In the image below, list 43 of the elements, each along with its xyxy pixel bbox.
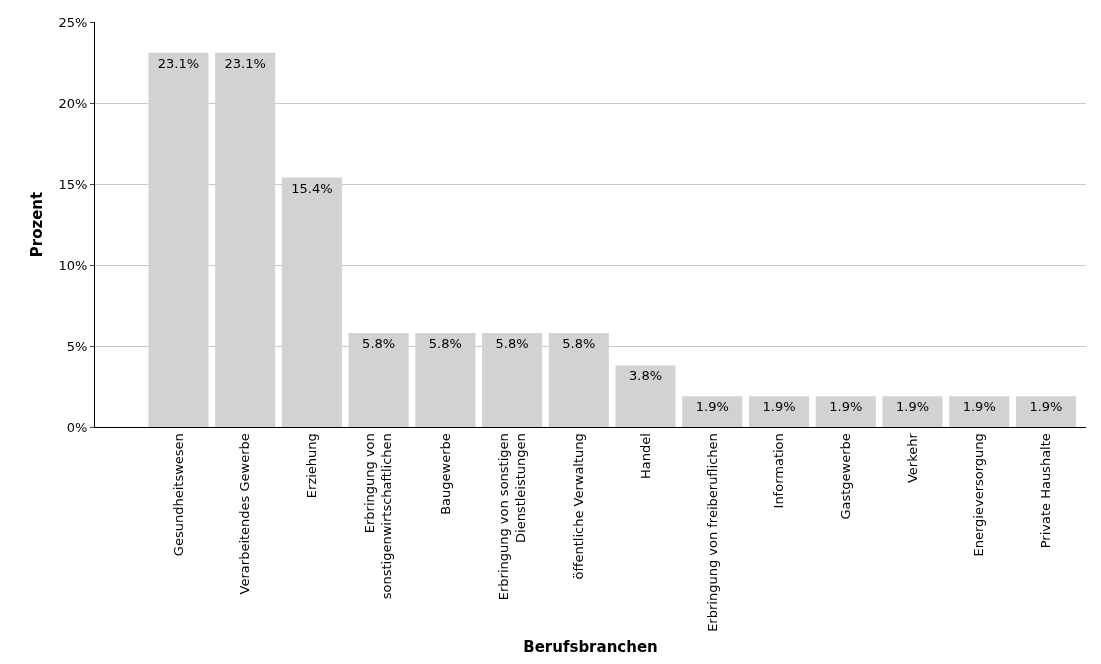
x-tick-label: Gesundheitswesen: [170, 433, 186, 557]
data-label: 5.8%: [362, 336, 396, 352]
bar: [949, 396, 1010, 427]
y-tick-label: 10%: [58, 257, 88, 273]
x-axis-title: Berufsbranchen: [523, 637, 658, 656]
y-tick-label: 20%: [58, 95, 88, 111]
data-label: 1.9%: [762, 399, 796, 415]
data-label: 1.9%: [895, 399, 930, 415]
y-tick-label: 15%: [58, 176, 88, 192]
x-tick-label: Gastgewerbe: [837, 433, 853, 520]
x-tick-label: Verkehr: [904, 432, 920, 484]
x-tick-label: Erbringung von sonstigenwirtschaftlichen: [362, 433, 395, 600]
x-tick-label: öffentliche Verwaltung: [571, 433, 587, 580]
data-label: 5.8%: [428, 336, 462, 352]
bar: [682, 396, 743, 427]
data-label: 3.8%: [629, 368, 663, 384]
x-tick-label: Erbringung von freiberuflichen: [704, 433, 720, 632]
bar: [748, 396, 810, 427]
data-label: 23.1%: [224, 55, 266, 71]
data-label: 5.8%: [562, 336, 596, 352]
y-tick-label: 0%: [66, 419, 88, 435]
x-tick-label: Handel: [637, 433, 653, 480]
data-label: 15.4%: [291, 180, 333, 196]
y-tick-label: 5%: [66, 338, 88, 354]
x-tick-label: Verarbeitendes Gewerbe: [237, 433, 253, 595]
data-label: 1.9%: [1029, 399, 1063, 415]
y-tick-label: 25%: [58, 14, 88, 30]
data-label: 1.9%: [829, 399, 863, 415]
data-label: 1.9%: [695, 399, 729, 415]
x-tick-label: Baugewerbe: [437, 433, 453, 515]
y-axis-title: Prozent: [27, 191, 46, 258]
bar: [615, 365, 676, 427]
bar: [882, 396, 943, 427]
data-label: 5.8%: [495, 336, 529, 352]
bar: [1015, 396, 1076, 427]
x-tick-label: Erbringung von sonstigen Dienstleistungen: [495, 433, 528, 601]
x-tick-label: Erziehung: [304, 433, 320, 499]
x-tick-label: Energieversorgung: [971, 433, 987, 557]
x-tick-label: Information: [771, 433, 787, 509]
data-label: 23.1%: [157, 55, 200, 71]
bar: [815, 396, 876, 427]
data-label: 1.9%: [962, 399, 996, 415]
x-tick-label: Private Haushalte: [1038, 433, 1054, 549]
